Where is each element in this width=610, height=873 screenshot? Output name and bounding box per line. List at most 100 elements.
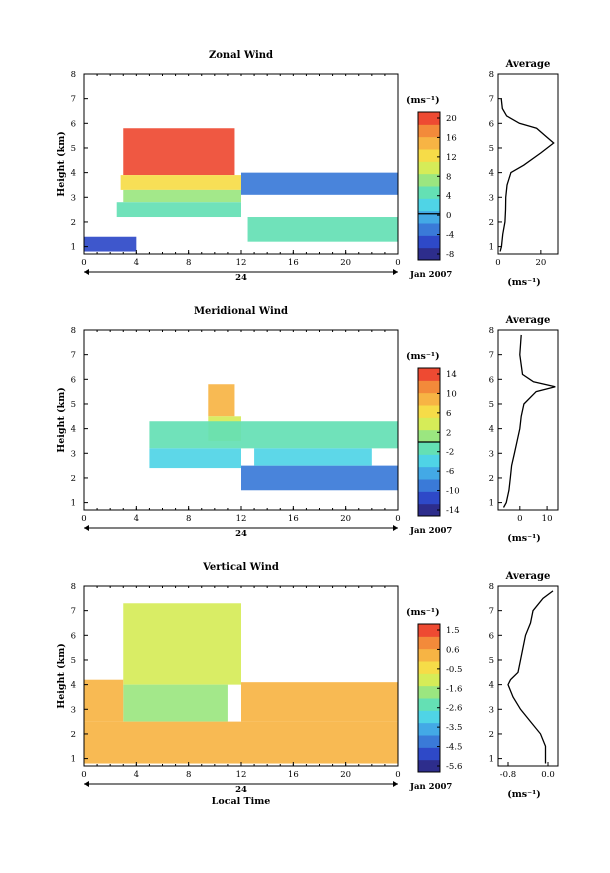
- colorbar-swatch: [418, 429, 440, 443]
- average-x-tick-label: 0: [517, 514, 522, 524]
- colorbar-tick-label: -10: [446, 487, 460, 497]
- average-y-tick-label: 8: [489, 326, 494, 336]
- heatmap-cells: [149, 384, 398, 491]
- colorbar-swatch: [418, 198, 440, 212]
- average-y-tick-label: 4: [489, 425, 494, 435]
- average-x-tick-label: 0.0: [541, 770, 555, 780]
- heatmap-region-1: [120, 175, 241, 190]
- heatmap-region-5: [254, 448, 372, 466]
- heatmap-region-5: [247, 217, 398, 242]
- colorbar-swatch: [418, 210, 440, 224]
- y-tick-label: 1: [71, 243, 76, 253]
- average-frame: [497, 73, 559, 255]
- average-title: Average: [505, 315, 551, 326]
- y-tick-label: 4: [71, 425, 76, 435]
- average-frame: [497, 585, 559, 767]
- y-tick-label: 2: [71, 218, 76, 228]
- y-tick-label: 3: [71, 193, 76, 203]
- x-tick-label: 0: [81, 514, 86, 524]
- colorbar-unit: (ms⁻¹): [406, 607, 440, 618]
- average-y-tick-label: 6: [489, 631, 494, 641]
- colorbar-tick-label: -2: [446, 448, 454, 458]
- colorbar-swatch: [418, 173, 440, 187]
- colorbar-swatch: [418, 503, 440, 517]
- heatmap-cells: [84, 603, 398, 764]
- x-tick-label: 4: [134, 770, 139, 780]
- y-tick-label: 8: [71, 582, 76, 592]
- x-tick-label: 20: [340, 770, 351, 780]
- y-axis-label: Height (km): [56, 643, 67, 709]
- x-tick-label: 0: [395, 514, 400, 524]
- colorbar-swatch: [418, 648, 440, 662]
- heatmap-region-2: [123, 189, 241, 203]
- colorbar-tick-label: 16: [446, 133, 457, 143]
- average-y-tick-label: 5: [489, 400, 494, 410]
- x-tick-label: 16: [288, 258, 299, 268]
- average-y-tick-label: 7: [489, 351, 494, 361]
- panel-title: Vertical Wind: [202, 562, 279, 573]
- heatmap-region-4: [241, 172, 398, 195]
- average-x-tick-label: 20: [535, 258, 546, 268]
- colorbar-swatch: [418, 454, 440, 468]
- y-tick-label: 6: [71, 631, 76, 641]
- colorbar-swatch: [418, 479, 440, 492]
- average-y-tick-label: 1: [489, 499, 494, 509]
- heatmap-region-6: [84, 236, 137, 252]
- average-y-tick-label: 8: [489, 70, 494, 80]
- average-profile-line: [499, 98, 555, 252]
- colorbar-tick-label: -5.6: [446, 762, 462, 772]
- y-tick-label: 1: [71, 499, 76, 509]
- colorbar-swatch: [418, 747, 440, 761]
- y-tick-label: 3: [71, 705, 76, 715]
- colorbar-swatch: [418, 124, 440, 138]
- average-y-tick-label: 7: [489, 607, 494, 617]
- day-label: 24: [235, 529, 247, 539]
- y-axis-label: Height (km): [56, 131, 67, 197]
- average-y-tick-label: 3: [489, 449, 494, 459]
- average-x-label: (ms⁻¹): [507, 533, 541, 544]
- average-y-tick-label: 2: [489, 474, 494, 484]
- colorbar-swatch: [418, 247, 440, 261]
- colorbar-swatch: [418, 661, 440, 674]
- date-label: Jan 2007: [409, 270, 452, 280]
- colorbar-swatch: [418, 417, 440, 431]
- x-tick-label: 12: [236, 258, 247, 268]
- colorbar-swatch: [418, 759, 440, 773]
- colorbar-tick-label: 10: [446, 389, 457, 399]
- day-label: 24: [235, 785, 247, 795]
- heatmap-region-3: [84, 679, 124, 722]
- colorbar-swatch: [418, 624, 440, 637]
- colorbar-tick-label: -1.6: [446, 684, 462, 694]
- average-y-tick-label: 6: [489, 119, 494, 129]
- y-tick-label: 6: [71, 375, 76, 385]
- heatmap-region-2: [149, 421, 398, 449]
- colorbar-swatch: [418, 491, 440, 505]
- colorbar-tick-label: 1.5: [446, 626, 460, 636]
- average-x-tick-label: -0.8: [500, 770, 516, 780]
- colorbar-tick-label: 0: [446, 211, 451, 221]
- y-tick-label: 1: [71, 755, 76, 765]
- colorbar-swatch: [418, 186, 440, 199]
- x-tick-label: 16: [288, 514, 299, 524]
- average-y-tick-label: 7: [489, 95, 494, 105]
- colorbar-swatch: [418, 392, 440, 406]
- colorbar-tick-label: -6: [446, 467, 454, 477]
- date-label: Jan 2007: [409, 526, 452, 536]
- y-tick-label: 5: [71, 400, 76, 410]
- average-profile-line: [502, 334, 556, 508]
- panel-title: Zonal Wind: [209, 50, 273, 61]
- heatmap-region-3: [149, 448, 241, 469]
- heatmap-region-4: [241, 465, 398, 491]
- y-axis-label: Height (km): [56, 387, 67, 453]
- x-tick-label: 8: [186, 258, 191, 268]
- average-y-tick-label: 3: [489, 193, 494, 203]
- x-tick-label: 20: [340, 258, 351, 268]
- x-tick-label: 0: [81, 258, 86, 268]
- average-profile-line: [507, 590, 554, 764]
- colorbar-tick-label: -2.6: [446, 704, 462, 714]
- average-y-tick-label: 4: [489, 169, 494, 179]
- colorbar-tick-label: 0.6: [446, 645, 460, 655]
- average-y-tick-label: 2: [489, 218, 494, 228]
- colorbar-swatch: [418, 710, 440, 724]
